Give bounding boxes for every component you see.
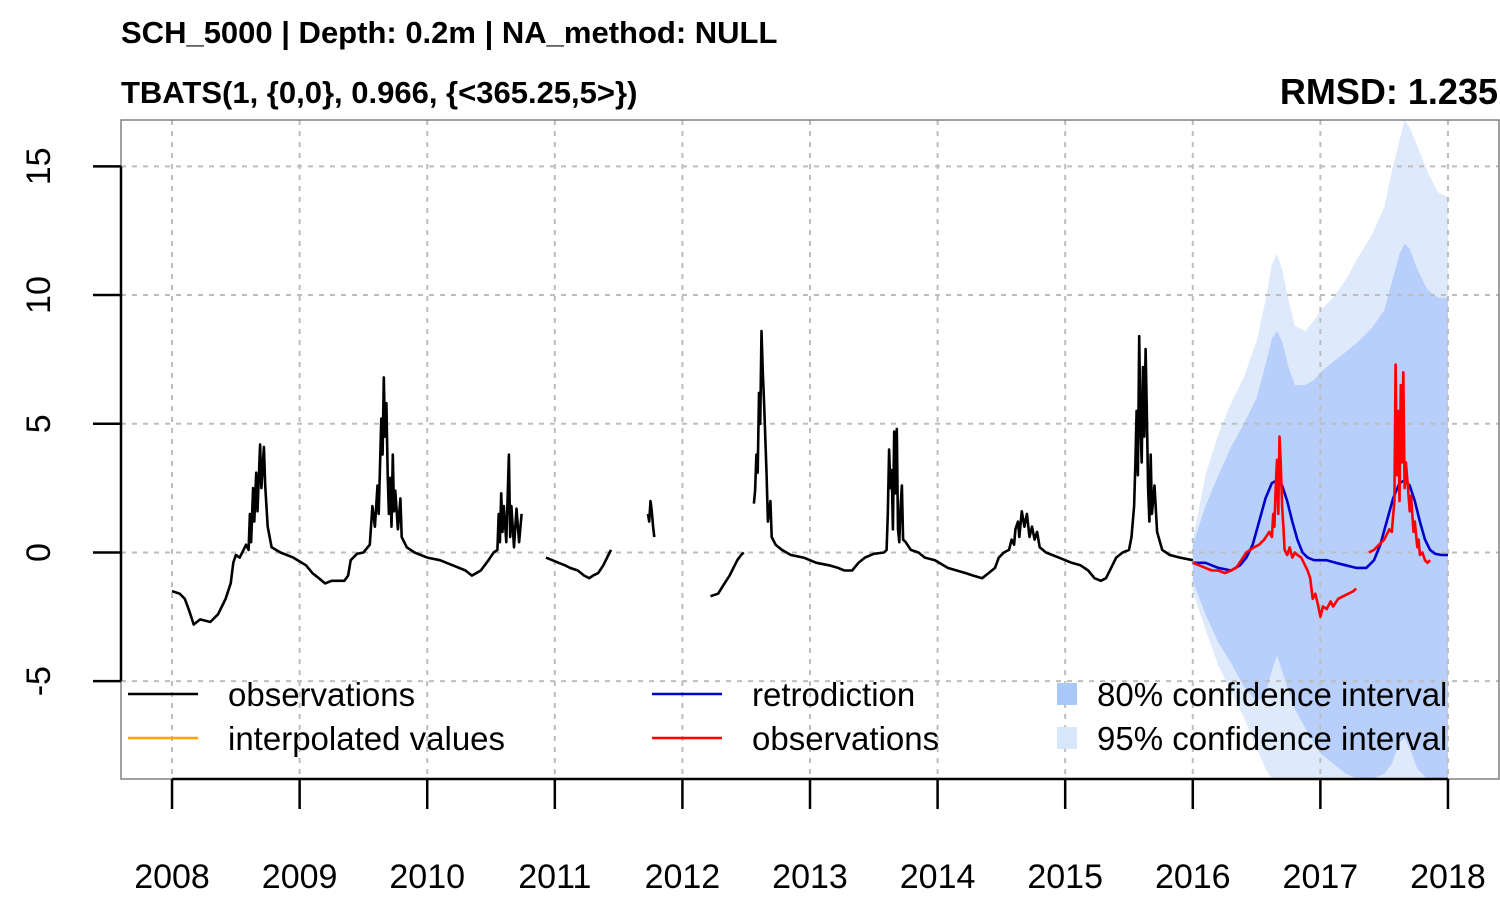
- grid: [121, 120, 1499, 779]
- series-line-observations-black-2: [646, 499, 656, 538]
- chart-title: SCH_5000 | Depth: 0.2m | NA_method: NULL: [121, 15, 777, 50]
- series-line-observations-black-3: [710, 551, 745, 598]
- series-line-observations-red-1: [1368, 363, 1432, 565]
- data-series: [171, 329, 1448, 626]
- legend-label: 95% confidence interval: [1097, 720, 1447, 757]
- legend-item-retrodiction-2: retrodiction: [652, 676, 915, 713]
- rmsd-label: RMSD: 1.235: [1280, 71, 1498, 112]
- band-80-confidence-interval: [1192, 243, 1448, 779]
- x-tick-label-2017: 2017: [1283, 858, 1359, 896]
- x-tick-label-2018: 2018: [1410, 858, 1486, 896]
- x-tick-label-2010: 2010: [389, 858, 465, 896]
- y-tick-label-0: 0: [20, 543, 58, 562]
- x-tick-label-2009: 2009: [262, 858, 338, 896]
- y-tick-label-5: 5: [20, 414, 58, 433]
- series-line-retrodiction-0: [1192, 479, 1448, 572]
- y-tick-label-10: 10: [20, 276, 58, 314]
- legend-swatch: [1057, 727, 1077, 749]
- x-tick-label-2014: 2014: [900, 858, 976, 896]
- x-tick-label-2008: 2008: [134, 858, 210, 896]
- legend-label: observations: [228, 676, 415, 713]
- x-tick-label-2011: 2011: [518, 858, 591, 896]
- legend-item-interpolated-values-1: interpolated values: [128, 720, 505, 757]
- x-tick-label-2016: 2016: [1155, 858, 1231, 896]
- y-axis: -5 0 5 10 15: [20, 147, 123, 696]
- legend-swatch: [1057, 683, 1077, 705]
- x-tick-label-2012: 2012: [645, 858, 721, 896]
- x-axis: 2008 2009 2010 2011 2012 2013 2014 2015 2016 2017…: [134, 777, 1486, 896]
- x-tick-label-2015: 2015: [1027, 858, 1103, 896]
- chart-subtitle: TBATS(1, {0,0}, 0.966, {<365.25,5>}): [121, 75, 637, 110]
- legend-label: 80% confidence interval: [1097, 676, 1447, 713]
- legend: observations interpolated values retrodict…: [128, 676, 1447, 757]
- legend-item-observations-0: observations: [128, 676, 415, 713]
- legend-label: retrodiction: [752, 676, 915, 713]
- legend-label: interpolated values: [228, 720, 505, 757]
- legend-label: observations: [752, 720, 939, 757]
- y-tick-label--5: -5: [20, 666, 58, 696]
- legend-item-observations-3: observations: [652, 720, 939, 757]
- legend-item-95-confidence-interval-5: 95% confidence interval: [1057, 720, 1447, 757]
- x-tick-label-2013: 2013: [772, 858, 848, 896]
- series-line-observations-red-0: [1192, 435, 1358, 619]
- confidence-bands: [1192, 120, 1448, 779]
- series-line-observations-black-4: [752, 329, 1194, 583]
- series-line-observations-black-0: [171, 376, 523, 626]
- y-tick-label-15: 15: [20, 147, 58, 185]
- series-line-observations-black-1: [545, 549, 613, 580]
- legend-item-80-confidence-interval-4: 80% confidence interval: [1057, 676, 1447, 713]
